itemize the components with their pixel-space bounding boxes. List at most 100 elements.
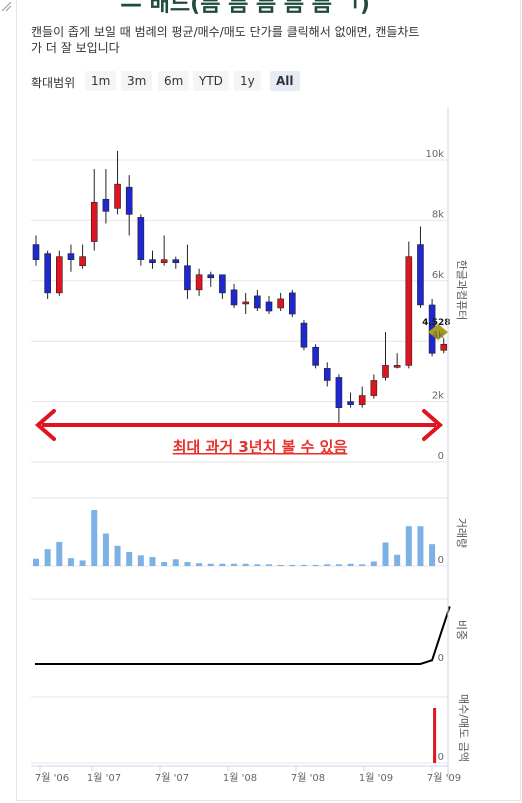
volume-bar [324,564,331,566]
candle-up [114,183,121,209]
volume-bar [196,563,203,566]
range-1y-button[interactable]: 1y [234,71,261,91]
volume-bar [79,560,86,566]
candle-down [149,259,156,263]
candle-down [230,289,238,306]
volume-bar [184,562,191,566]
candle-down [44,253,51,294]
range-all-button[interactable]: All [270,71,300,91]
volume-bar [114,545,121,566]
price-tick-label: 10k [425,149,444,160]
candle-up [358,395,366,405]
candle-down [219,274,226,294]
x-tick-label: 1월 '07 [87,772,121,784]
annotation-arrow-left-head [34,409,56,441]
x-tick-label: 7월 '07 [155,772,189,784]
candle-down [125,186,133,215]
candle-up [90,201,98,242]
current-price-flag [428,324,449,341]
grid-lines [31,159,448,764]
candle-up [370,380,378,396]
chart-description: 캔들이 좁게 보일 때 범례의 평균/매수/매도 단가를 클릭해서 없애면, 캔… [31,25,420,55]
volume-axis-label: 거래량 [455,518,468,548]
x-tick-label: 1월 '08 [223,772,257,784]
candle-up [79,256,86,267]
range-3m-button[interactable]: 3m [121,71,153,91]
volume-bar [289,564,296,566]
trade-amount-series [433,708,437,763]
candle-up [242,301,249,305]
volume-bar [370,561,377,566]
volume-bar [91,510,98,566]
range-selector-label: 확대범위 [31,76,76,90]
volume-bar [300,564,307,566]
candle-down [102,198,110,212]
volume-bar [67,558,74,566]
volume-bar [219,563,226,566]
candle-down [347,401,354,405]
volume-bar [429,544,436,566]
candle-down [417,244,424,306]
range-ytd-button[interactable]: YTD [193,71,229,91]
volume-bar [161,562,168,566]
trade-axis-label: 매수/매도 금액 [457,694,470,762]
candle-down [207,274,215,279]
candle-down [254,295,261,309]
volume-bar [102,533,109,566]
volume-bar [347,563,354,566]
x-tick-label: 7월 '06 [35,772,69,784]
candle-down [265,301,273,312]
volume-bar [56,541,63,566]
ratio-axis-label: 비중 [455,620,468,640]
volume-bar [405,526,412,566]
candle-down [32,244,40,260]
candle-up [405,256,413,366]
candle-down [137,217,145,260]
x-tick-label: 1월 '09 [359,772,393,784]
candle-down [323,368,331,381]
volume-bar [126,552,133,566]
volume-bar [417,526,424,566]
price-tick-label: 8k [432,209,444,220]
candle-up [382,365,389,378]
volume-bar [277,564,284,566]
candlestick-series: 4,528 [32,150,451,423]
price-tick-label: 6k [432,270,444,281]
annotation-arrow-right-head [422,409,444,441]
chart-container [16,0,521,801]
candle-down [172,259,180,263]
volume-bar [359,564,366,566]
candle-down [300,322,308,348]
volume-bar [335,564,342,566]
annotation-text: 최대 과거 3년치 볼 수 있음 [173,438,348,456]
volume-bar [137,555,144,566]
candle-up [440,343,448,351]
resize-handle-icon[interactable] [0,0,12,12]
price-tick-label: 2k [432,391,444,402]
volume-series [33,510,436,566]
volume-bar [312,564,319,566]
candle-down [184,265,191,291]
volume-bar [394,554,401,566]
range-6m-button[interactable]: 6m [158,71,190,91]
candle-up [277,298,284,309]
candle-down [312,346,319,366]
trade-amount-bar [433,708,437,763]
volume-bar [242,563,249,566]
ratio-line [35,606,451,665]
annotation: 최대 과거 3년치 볼 수 있음 [34,409,444,456]
trade-tick-label: 0 [438,752,444,763]
candle-up [195,274,203,291]
volume-bar [266,564,272,566]
range-1m-button[interactable]: 1m [85,71,117,91]
candle-down [335,377,343,408]
price-axis-label: 한글과컴퓨터 [455,260,468,321]
volume-bar [149,557,156,566]
current-price-label: 4,528 [422,318,450,328]
x-tick-label: 7월 '08 [291,772,325,784]
price-tick-label: 0 [438,451,444,462]
price-tick-label: 4k [432,330,444,341]
candle-down [67,253,75,260]
candle-up [55,256,63,294]
